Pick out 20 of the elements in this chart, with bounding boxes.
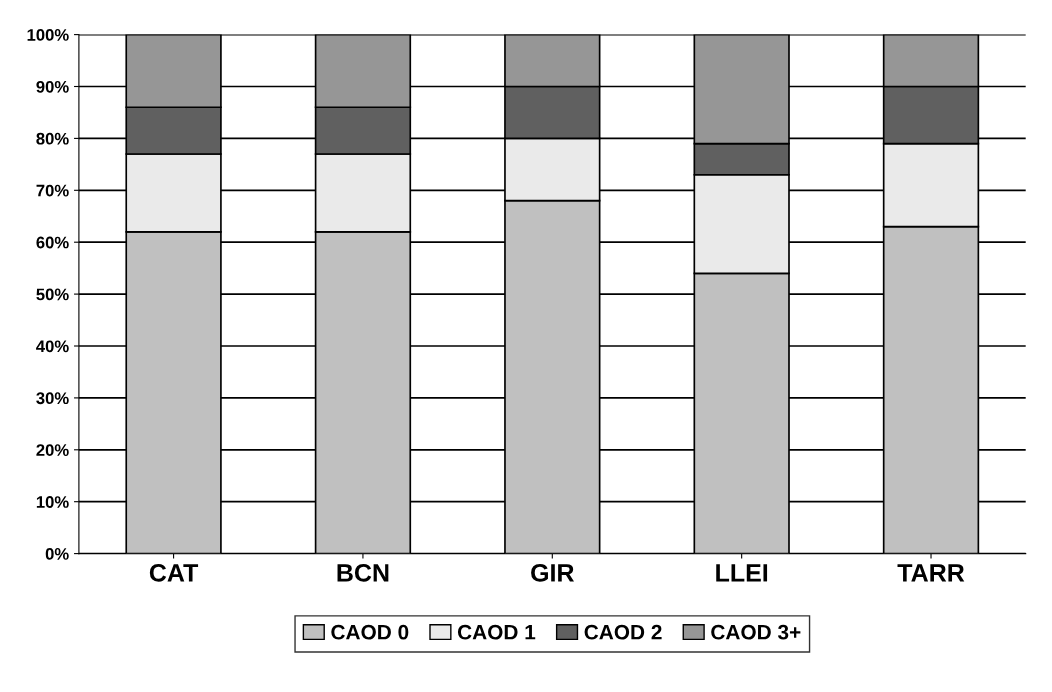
y-tick-label: 80%: [36, 132, 69, 145]
y-tick-label: 40%: [36, 340, 69, 353]
legend-label: CAOD 2: [584, 624, 662, 640]
y-tick-label: 0%: [45, 548, 69, 560]
y-tick-label: 70%: [36, 184, 69, 197]
legend-label: CAOD 3+: [711, 624, 801, 640]
y-tick-label: 30%: [36, 392, 69, 405]
y-tick-label: 60%: [36, 236, 69, 249]
x-tick-label: BCN: [337, 563, 389, 582]
y-tick-label: 90%: [36, 80, 69, 93]
x-tick-label: CAT: [149, 563, 199, 582]
x-tick-label: TARR: [897, 564, 965, 582]
legend-label: CAOD 1: [457, 624, 536, 640]
y-tick-label: 20%: [36, 444, 69, 456]
x-tick-label: LLEI: [716, 564, 768, 582]
y-tick-label: 100%: [27, 29, 69, 41]
y-tick-label: 50%: [36, 288, 69, 301]
y-tick-label: 10%: [36, 496, 69, 508]
legend-label: CAOD 0: [331, 624, 409, 640]
x-tick-label: GIR: [531, 563, 575, 582]
